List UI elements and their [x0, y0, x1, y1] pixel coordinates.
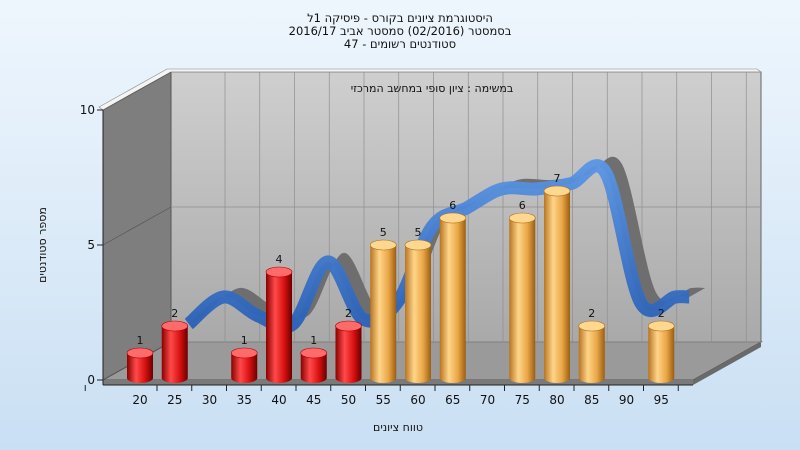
x-tick-label: 65: [445, 393, 460, 407]
bar-body: [266, 272, 292, 383]
bar-value-label: 4: [276, 253, 283, 266]
side-wall-gridline: [102, 71, 172, 111]
bar-body: [231, 353, 258, 383]
bar-pass-65: 6: [439, 199, 467, 383]
chart-title: היסטוגרמת ציונים בקורס - פיסיקה 1ל: [307, 11, 493, 25]
bar-pass-75: 6: [508, 199, 536, 383]
bar-group: 1 2 1 4 1 2 5 5 6 6 7 2 2: [126, 172, 675, 383]
bar-top: [543, 185, 571, 197]
x-tick-label: 80: [549, 393, 564, 407]
plot-floor-right: [693, 342, 761, 385]
bar-top: [230, 347, 258, 359]
bar-pass-85: 2: [578, 307, 606, 383]
bar-value-label: 2: [588, 307, 595, 320]
x-tick-label: 60: [410, 393, 425, 407]
bar-top: [126, 347, 154, 359]
bar-body: [544, 191, 570, 383]
bar-body: [161, 326, 188, 383]
bar-top: [369, 239, 397, 251]
bar-fail-45: 1: [300, 334, 328, 383]
chart-subtitle-semester: בסמסטר (02/2016) סמסטר אביב 2016/17: [288, 24, 512, 38]
bar-body: [335, 326, 362, 383]
bar-body: [405, 245, 431, 383]
bar-value-label: 6: [449, 199, 456, 212]
x-tick-label: 35: [237, 393, 252, 407]
y-tick-label: 0: [87, 373, 95, 387]
bar-top: [335, 320, 362, 332]
bar-value-label: 7: [554, 172, 561, 185]
bar-value-label: 6: [519, 199, 526, 212]
bar-body: [648, 326, 675, 383]
bar-top: [161, 320, 189, 332]
chart-annotation: במשימה : ציון סופי במחשב המרכזי: [351, 82, 514, 95]
x-tick-label: 20: [132, 393, 147, 407]
x-tick-label: 55: [376, 393, 391, 407]
x-tick-label: 95: [654, 393, 669, 407]
x-tick-label: 50: [341, 393, 356, 407]
bar-value-label: 2: [171, 307, 178, 320]
x-tick-label: 25: [167, 393, 182, 407]
bar-fail-20: 1: [126, 334, 154, 383]
x-tick-label: 40: [271, 393, 286, 407]
bar-value-label: 2: [345, 307, 352, 320]
y-tick-label: 10: [80, 103, 95, 117]
bar-pass-55: 5: [369, 226, 397, 383]
y-tick-label: 5: [87, 238, 95, 252]
bar-value-label: 1: [241, 334, 248, 347]
y-axis-label: מספר סטודנטים: [36, 207, 49, 283]
bar-body: [578, 326, 605, 383]
bar-pass-80: 7: [543, 172, 571, 383]
bar-top: [265, 266, 293, 278]
x-tick-label: 75: [515, 393, 530, 407]
chart-subtitle-students: סטודנטים רשומים - 47: [343, 37, 457, 51]
x-tick-label: 85: [584, 393, 599, 407]
x-tick-label: 30: [202, 393, 217, 407]
bar-top: [647, 320, 675, 332]
bar-value-label: 5: [415, 226, 422, 239]
bar-top: [439, 212, 467, 224]
plot-floor-front: [103, 380, 693, 385]
x-axis-label: טווח ציונים: [373, 421, 423, 434]
bar-value-label: 2: [658, 307, 665, 320]
bar-fail-35: 1: [230, 334, 258, 383]
bar-top: [508, 212, 536, 224]
bar-pass-60: 5: [404, 226, 432, 383]
chart-title-block: היסטוגרמת ציונים בקורס - פיסיקה 1ל בסמסט…: [0, 12, 800, 51]
bar-fail-40: 4: [265, 253, 293, 383]
bar-value-label: 1: [137, 334, 144, 347]
x-tick-label: 70: [480, 393, 495, 407]
bar-body: [370, 245, 397, 383]
bar-pass-95: 2: [647, 307, 675, 383]
bar-body: [509, 218, 536, 383]
bar-fail-50: 2: [335, 307, 362, 383]
bar-value-label: 5: [380, 226, 387, 239]
bar-top: [404, 239, 432, 251]
x-tick-label: 45: [306, 393, 321, 407]
bar-body: [127, 353, 153, 383]
bar-fail-25: 2: [161, 307, 189, 383]
bar-top: [578, 320, 606, 332]
side-wall-gridline: [102, 206, 172, 246]
bar-top: [300, 347, 328, 359]
x-tick-label: 90: [619, 393, 634, 407]
bar-body: [300, 353, 327, 383]
bar-value-label: 1: [310, 334, 317, 347]
bar-body: [439, 218, 466, 383]
